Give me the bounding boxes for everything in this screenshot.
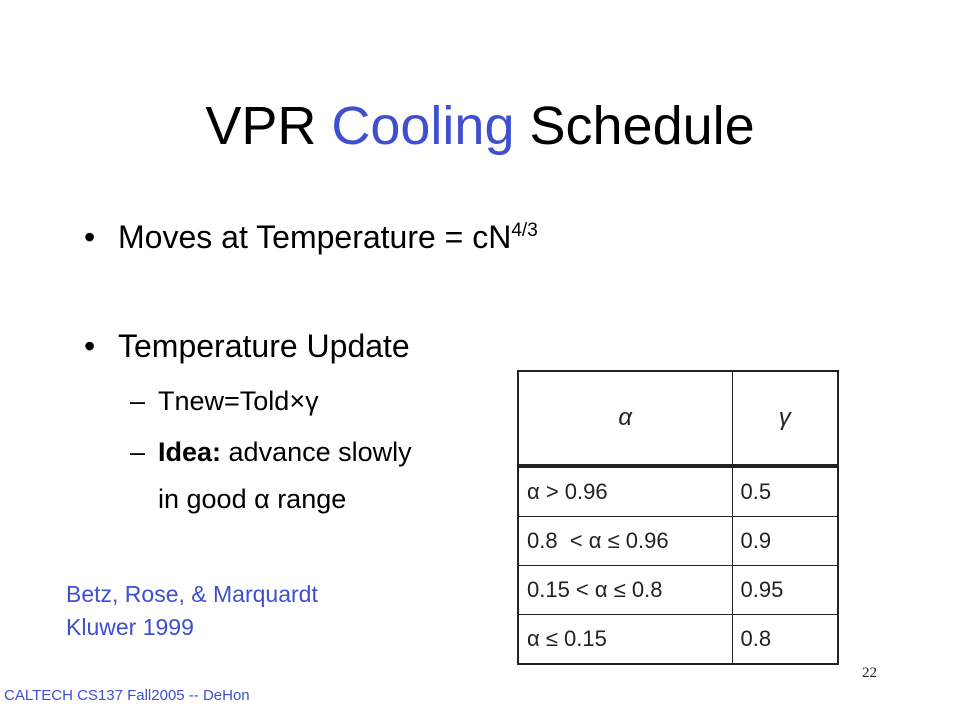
cooling-parameter-table: α γ α > 0.96 0.5 0.8 < α ≤ 0.96 0.9 0.15… — [517, 370, 839, 665]
cooling-parameter-table-image: α γ α > 0.96 0.5 0.8 < α ≤ 0.96 0.9 0.15… — [505, 358, 851, 674]
subbullet-idea: – Idea: advance slowly — [130, 434, 412, 470]
subbullet-update-formula-text: Tnew=Told×γ — [158, 386, 319, 416]
page-number: 22 — [862, 665, 877, 681]
table-row: 0.8 < α ≤ 0.96 0.9 — [517, 516, 839, 566]
title-part-2: Schedule — [514, 96, 755, 156]
citation-authors: Betz, Rose, & Marquardt — [66, 581, 318, 607]
subbullet-idea-text: advance slowly — [221, 437, 412, 467]
slide-title: VPR Cooling Schedule — [0, 86, 960, 166]
subbullet-update-formula: – Tnew=Told×γ — [130, 383, 319, 419]
subbullet-marker: – — [130, 386, 146, 416]
table-row: 0.15 < α ≤ 0.8 0.95 — [517, 565, 839, 615]
citation-publisher: Kluwer 1999 — [66, 614, 194, 640]
subbullet-idea-continuation: in good α range — [158, 484, 347, 514]
title-accent-word: Cooling — [331, 96, 515, 156]
bullet-moves-text: Moves at Temperature = cN — [118, 219, 512, 255]
bullet-temperature-update: • Temperature Update — [84, 326, 410, 366]
table-cell-gamma: 0.8 — [731, 614, 839, 665]
bullet-temperature-update-text: Temperature Update — [118, 328, 410, 364]
table-cell-gamma: 0.9 — [731, 516, 839, 566]
table-cell-condition: α > 0.96 — [517, 465, 733, 517]
table-cell-gamma: 0.5 — [731, 465, 839, 517]
table-cell-condition: 0.8 < α ≤ 0.96 — [517, 516, 733, 566]
citation: Betz, Rose, & Marquardt Kluwer 1999 — [66, 578, 318, 644]
subbullet-idea-label: Idea: — [158, 437, 222, 467]
bullet-moves-exponent: 4/3 — [511, 220, 538, 241]
bullet-marker: • — [84, 219, 96, 255]
title-part-1: VPR — [205, 96, 332, 156]
table-header-alpha: α — [517, 370, 733, 468]
table-cell-condition: 0.15 < α ≤ 0.8 — [517, 565, 733, 615]
table-row: α > 0.96 0.5 — [517, 465, 839, 517]
bullet-moves: • Moves at Temperature = cN4/3 — [84, 217, 538, 257]
table-header-gamma: γ — [731, 370, 839, 468]
slide-footer: CALTECH CS137 Fall2005 -- DeHon — [4, 687, 250, 704]
table-cell-condition: α ≤ 0.15 — [517, 614, 733, 665]
table-row: α ≤ 0.15 0.8 — [517, 614, 839, 665]
subbullet-marker: – — [130, 437, 146, 467]
table-cell-gamma: 0.95 — [731, 565, 839, 615]
bullet-marker: • — [84, 328, 96, 364]
table-header-row: α γ — [517, 370, 839, 468]
